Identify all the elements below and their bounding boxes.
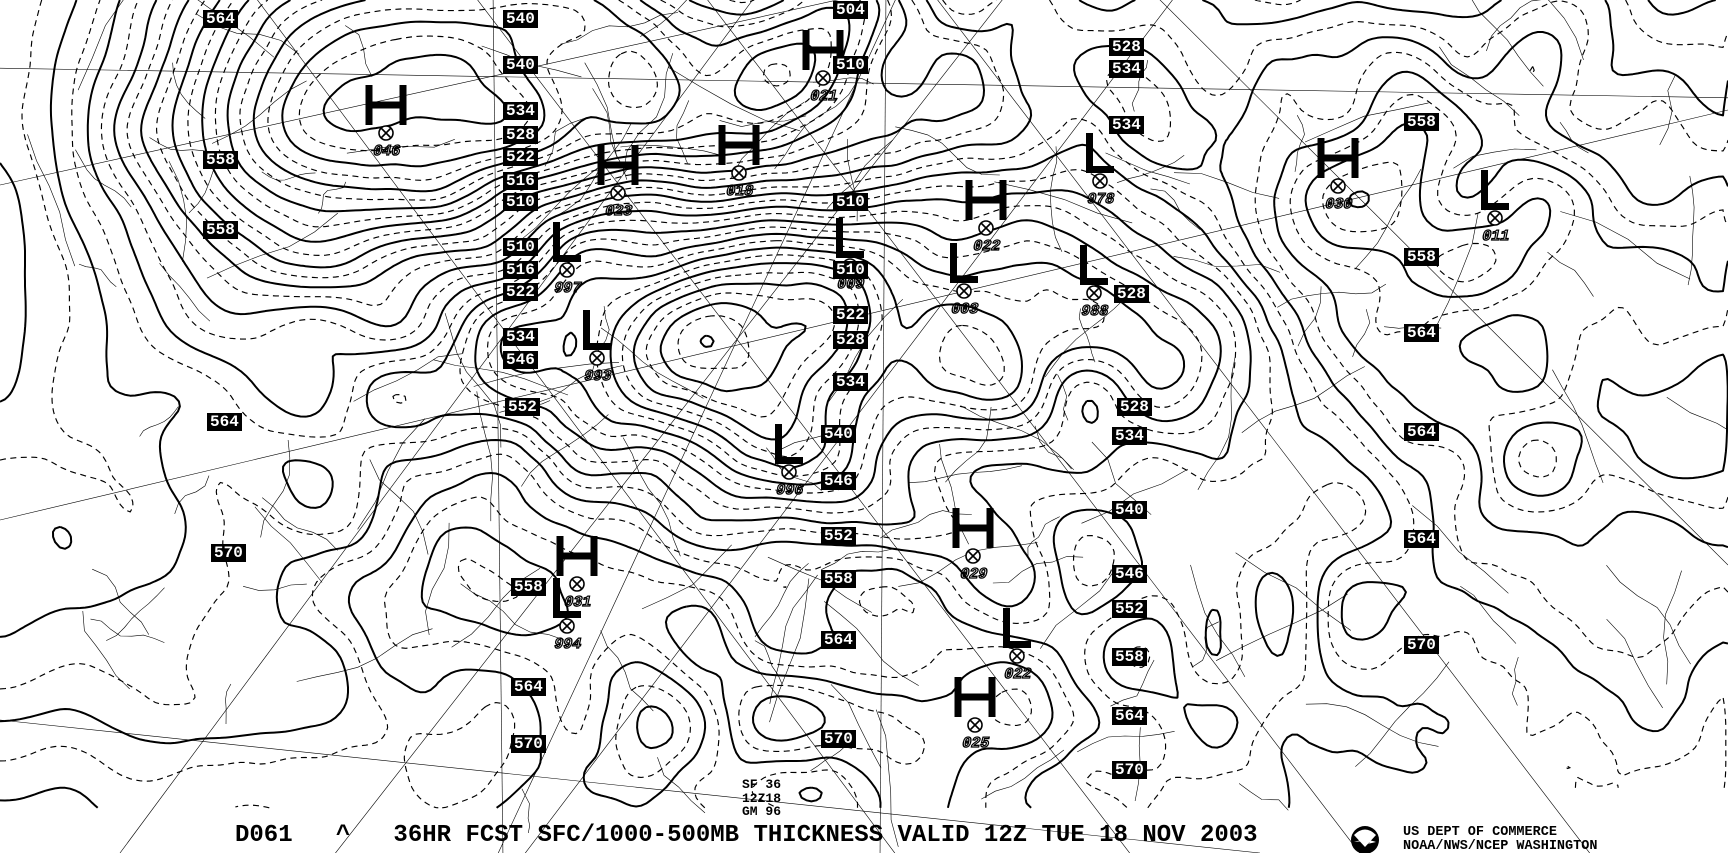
svg-text:993: 993 [582, 367, 613, 385]
svg-text:023: 023 [603, 202, 634, 220]
svg-text:029: 029 [958, 565, 989, 583]
svg-text:018: 018 [724, 182, 755, 200]
svg-text:021: 021 [808, 87, 839, 105]
svg-text:022: 022 [971, 237, 1002, 255]
svg-text:025: 025 [960, 734, 991, 752]
svg-text:988: 988 [1079, 302, 1110, 320]
svg-text:022: 022 [1002, 665, 1033, 683]
svg-text:031: 031 [562, 593, 593, 611]
svg-text:011: 011 [1480, 227, 1511, 245]
svg-text:996: 996 [774, 481, 805, 499]
svg-text:003: 003 [949, 300, 980, 318]
svg-text:994: 994 [552, 635, 583, 653]
svg-text:978: 978 [1085, 190, 1116, 208]
svg-text:030: 030 [1323, 195, 1354, 213]
svg-text:997: 997 [552, 279, 583, 297]
svg-text:046: 046 [371, 142, 402, 160]
